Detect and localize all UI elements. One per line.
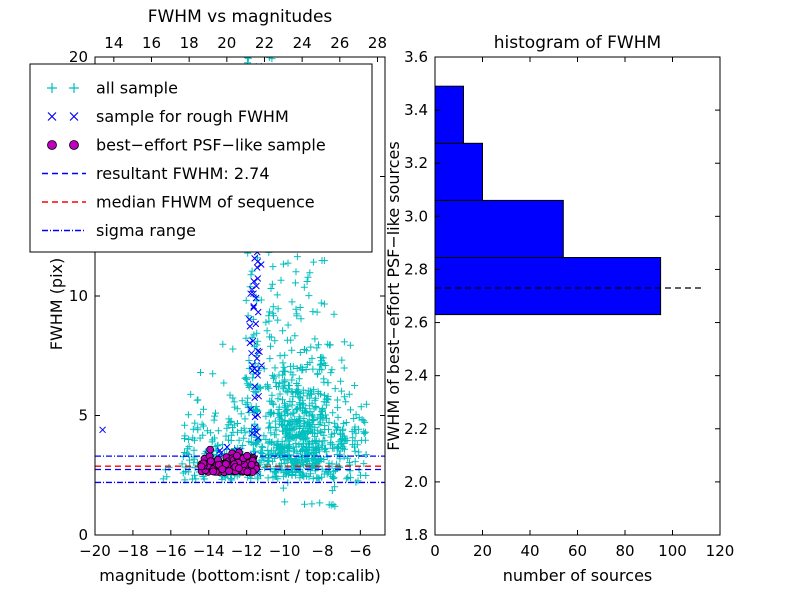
y-tick-label: 2.8 — [404, 260, 428, 278]
x-tick-label: −10 — [269, 542, 301, 560]
psf-sample-point — [243, 467, 252, 476]
scatter-best-effort-psf-like-sample — [197, 445, 260, 477]
top-tick-label: 24 — [293, 34, 312, 52]
x-tick-label: 40 — [520, 542, 539, 560]
legend-box — [29, 63, 373, 253]
psf-sample-point — [197, 462, 206, 471]
psf-sample-point — [206, 457, 215, 466]
y-tick-label: 2.4 — [404, 367, 428, 385]
psf-sample-point — [243, 451, 252, 460]
top-tick-label: 16 — [142, 34, 161, 52]
psf-sample-point — [209, 467, 218, 476]
x-tick-label: −20 — [79, 542, 111, 560]
legend-cross-marker-icon — [69, 112, 79, 121]
legend-label: median FHWM of sequence — [96, 193, 315, 212]
y-tick-label: 2.0 — [404, 473, 428, 491]
y-tick-label: 5 — [78, 407, 88, 425]
legend-label: sample for rough FWHM — [96, 107, 289, 126]
psf-sample-point — [225, 467, 234, 476]
histogram-bar — [434, 85, 464, 144]
histogram-bar — [434, 199, 564, 258]
x-tick-label: 80 — [615, 542, 634, 560]
x-tick-label: −6 — [349, 542, 371, 560]
legend-entry-resultant-fwhm-2-74: resultant FWHM: 2.74 — [42, 164, 270, 183]
left-plot-xlabel: magnitude (bottom:isnt / top:calib) — [99, 566, 380, 585]
legend-label: resultant FWHM: 2.74 — [96, 164, 270, 183]
top-tick-label: 18 — [180, 34, 199, 52]
left-plot-title: FWHM vs magnitudes — [148, 7, 333, 27]
right-plot-title: histogram of FWHM — [494, 33, 661, 53]
y-tick-label: 1.8 — [404, 526, 428, 544]
legend-entry-sample-for-rough-fwhm: sample for rough FWHM — [47, 107, 289, 126]
legend-label: best−effort PSF−like sample — [96, 136, 326, 155]
legend-plus-marker-icon — [47, 83, 57, 93]
legend-entry-median-fhwm-of-sequence: median FHWM of sequence — [42, 193, 315, 212]
legend-entry-sigma-range: sigma range — [42, 221, 196, 240]
histogram-bar — [434, 142, 483, 201]
legend-label: all sample — [96, 79, 178, 98]
y-tick-label: 20 — [69, 48, 88, 66]
legend-entry-best-effort-psf-like-sample: best−effort PSF−like sample — [47, 136, 326, 155]
right-plot: 0 20 40 60 80 100 120 1.8 2.0 2.2 2.4 2.6 2.8 3.0 3.2 3… — [384, 33, 734, 585]
psf-sample-point — [218, 465, 227, 474]
y-tick-label: 2.6 — [404, 314, 428, 332]
psf-sample-point — [206, 445, 215, 454]
y-tick-label: 3.6 — [404, 48, 428, 66]
legend-entry-all-sample: all sample — [47, 79, 178, 98]
top-tick-label: 14 — [104, 34, 123, 52]
x-tick-label: −12 — [231, 542, 263, 560]
psf-sample-point — [232, 451, 241, 460]
top-tick-label: 26 — [330, 34, 349, 52]
x-tick-label: 100 — [658, 542, 687, 560]
top-tick-label: 28 — [368, 34, 387, 52]
right-plot-ylabel: FWHM of best−effort PSF−like sources — [384, 141, 403, 450]
y-tick-label: 2.2 — [404, 420, 428, 438]
scatter-all-sample — [159, 57, 370, 510]
x-tick-label: −18 — [117, 542, 149, 560]
x-tick-label: −16 — [155, 542, 187, 560]
x-tick-label: 120 — [706, 542, 735, 560]
x-tick-label: −8 — [311, 542, 333, 560]
y-tick-label: 10 — [69, 287, 88, 305]
legend-cross-marker-icon — [47, 112, 57, 121]
psf-sample-point — [247, 460, 256, 469]
y-tick-label: 3.4 — [404, 101, 428, 119]
psf-sample-point — [234, 464, 243, 473]
legend-plus-marker-icon — [69, 83, 79, 93]
top-tick-label: 22 — [255, 34, 274, 52]
left-plot-ylabel: FWHM (pix) — [47, 258, 66, 351]
histogram-bar — [434, 257, 662, 316]
x-tick-label: −14 — [193, 542, 225, 560]
legend: all sample sample for rough FWHM best−effo… — [29, 63, 373, 253]
x-tick-label: 60 — [568, 542, 587, 560]
y-tick-label: 3.0 — [404, 207, 428, 225]
y-tick-label: 3.2 — [404, 154, 428, 172]
legend-label: sigma range — [96, 221, 196, 240]
x-tick-label: 20 — [473, 542, 492, 560]
y-tick-label: 0 — [78, 526, 88, 544]
legend-circle-marker-icon — [69, 140, 79, 150]
left-plot-data — [95, 57, 385, 510]
top-tick-label: 20 — [217, 34, 236, 52]
legend-circle-marker-icon — [47, 140, 57, 150]
right-plot-xlabel: number of sources — [503, 566, 653, 585]
x-tick-label: 0 — [430, 542, 440, 560]
